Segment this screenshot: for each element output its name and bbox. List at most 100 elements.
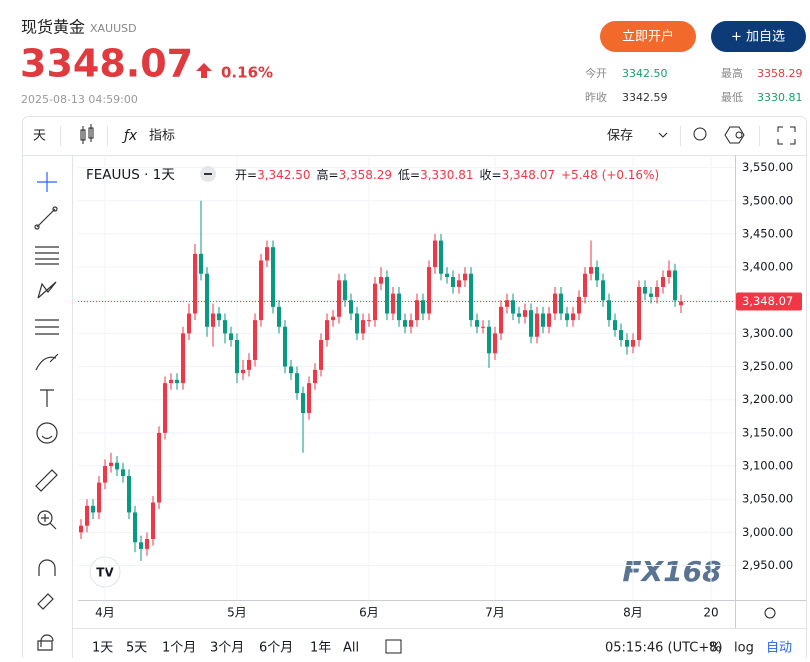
candle-body	[109, 462, 113, 467]
candle-body	[577, 296, 581, 314]
candle-body	[481, 326, 485, 328]
candle-body	[133, 512, 137, 543]
x-tick-label: 7月	[485, 606, 505, 620]
candle-body	[121, 469, 125, 476]
x-tick-label: 20	[703, 606, 718, 620]
fullscreen-icon[interactable]	[777, 126, 796, 145]
candle-body	[331, 316, 335, 321]
range-button[interactable]: All	[343, 641, 359, 656]
y-tick-label: 3,250.00	[742, 359, 793, 373]
candle-body	[391, 293, 395, 314]
legend-change: +5.48 (+0.16%)	[561, 168, 659, 182]
plot	[78, 155, 735, 600]
candle-body	[193, 253, 197, 314]
candle-body	[151, 502, 155, 539]
candle-body	[511, 300, 515, 314]
range-button[interactable]: 5天	[126, 641, 147, 656]
y-tick-label: 2,950.00	[742, 558, 793, 572]
candle-body	[469, 273, 473, 321]
candle-body	[163, 383, 167, 433]
save[interactable]: 保存	[607, 129, 633, 144]
open-account-button[interactable]	[600, 21, 696, 52]
interval[interactable]: 天	[33, 129, 46, 144]
candle-body	[421, 300, 425, 314]
candle-body	[583, 273, 587, 297]
candle-body	[547, 313, 551, 327]
candle-body	[343, 280, 347, 301]
range-button[interactable]: 3个月	[210, 641, 244, 656]
y-tick-label: 3,150.00	[742, 425, 793, 439]
x-tick-label: 4月	[95, 606, 115, 620]
candle-body	[505, 300, 509, 307]
axis-settings[interactable]	[764, 607, 776, 619]
candle-body	[499, 306, 503, 334]
candle-body	[307, 383, 311, 413]
candle-icon[interactable]	[80, 124, 94, 144]
candle-body	[211, 313, 215, 327]
change: 0.16%	[221, 64, 273, 82]
candle-body	[379, 277, 383, 284]
range-button[interactable]: 1天	[92, 641, 113, 656]
ohlc-key: 高=	[317, 167, 339, 182]
range-button[interactable]: 6个月	[259, 641, 293, 656]
candle-body	[91, 505, 95, 513]
watchlist-button[interactable]	[711, 21, 806, 52]
candle-body	[601, 280, 605, 301]
candle-body	[493, 333, 497, 354]
candle-body	[265, 247, 269, 261]
candle-body	[553, 293, 557, 314]
y-tick-label: 3,100.00	[742, 459, 793, 473]
x-tick-label: 5月	[227, 606, 247, 620]
percent[interactable]: %	[709, 641, 721, 656]
candle-body	[169, 379, 173, 384]
candle-body	[625, 340, 629, 347]
range-button[interactable]: 1年	[310, 641, 331, 656]
zoom-icon[interactable]	[693, 127, 707, 141]
candle-body	[319, 340, 323, 370]
candle-body	[415, 300, 419, 321]
candle-body	[433, 240, 437, 268]
candle-body	[613, 320, 617, 331]
candle-body	[271, 247, 275, 307]
candle-body	[205, 273, 209, 327]
candle-body	[181, 333, 185, 384]
save-dropdown[interactable]	[658, 132, 668, 138]
fx-icon[interactable]: ƒx	[121, 128, 138, 144]
candle-body	[367, 320, 371, 322]
candle-body	[475, 320, 479, 327]
candle-body	[409, 320, 413, 327]
candle-body	[667, 270, 671, 278]
candle-body	[565, 313, 569, 321]
candle-body	[85, 505, 89, 526]
open-account-label[interactable]: 立即开户	[622, 29, 674, 45]
auto[interactable]: 自动	[766, 641, 792, 656]
x-tick-label: 6月	[359, 606, 379, 620]
candle-body	[529, 310, 533, 337]
candle-body	[487, 326, 491, 354]
log[interactable]: log	[734, 641, 754, 656]
y-tick-label: 3,500.00	[742, 193, 793, 207]
stat-label: 最高	[721, 66, 743, 80]
y-tick-label: 3,450.00	[742, 226, 793, 240]
candle-body	[325, 320, 329, 341]
drawing-tools[interactable]	[34, 172, 59, 651]
watchlist-label[interactable]: + 加自选	[731, 30, 785, 45]
ohlc-key: 低=	[398, 168, 420, 182]
candle-body	[679, 301, 683, 306]
symbol: XAUUSD	[90, 22, 137, 35]
candle-body	[277, 306, 281, 327]
candle-body	[103, 466, 107, 483]
range-button[interactable]: 1个月	[162, 641, 196, 656]
candle-body	[283, 326, 287, 367]
indicators[interactable]: 指标	[149, 129, 175, 144]
candle-body	[97, 482, 101, 513]
candle-body	[355, 313, 359, 334]
settings-icon[interactable]	[724, 126, 745, 144]
candle-body	[157, 432, 161, 503]
candle-body	[337, 280, 341, 317]
stat-value: 3342.59	[622, 91, 668, 104]
candle-body	[223, 320, 227, 334]
stat-value: 3342.50	[622, 67, 668, 80]
date-range-icon[interactable]	[385, 639, 402, 654]
